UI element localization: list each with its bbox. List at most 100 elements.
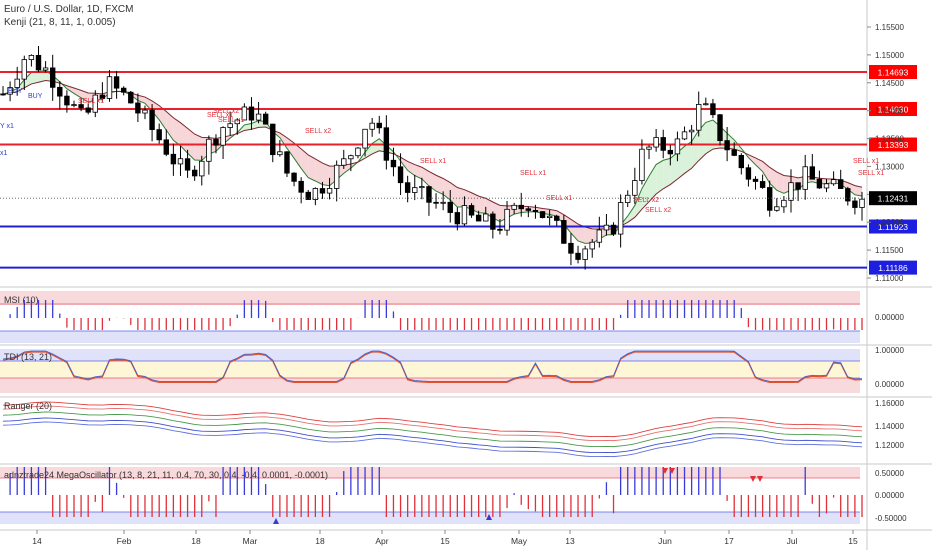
candle-body: [71, 104, 77, 106]
level-price-label: 1.11186: [878, 263, 908, 273]
signal-label: BUY: [8, 88, 23, 95]
ranger-band-line: [2, 421, 863, 458]
time-tick-label: May: [511, 536, 528, 546]
price-tick-label: 1.15500: [875, 23, 904, 32]
level-price-tag: [869, 137, 917, 152]
candle-body: [333, 164, 340, 189]
candle-body: [355, 147, 361, 157]
candle-body: [823, 183, 830, 189]
candle-body: [348, 155, 354, 160]
price-tick-label: 1.11500: [875, 246, 904, 255]
panel-tick-label: 1.14000: [875, 422, 904, 431]
msi-lower-zone: [0, 331, 860, 343]
level-price-label: 1.11923: [878, 222, 908, 232]
candle-body: [177, 158, 184, 165]
cloud-segment: [684, 141, 692, 174]
panel-tick-label: 0.00000: [875, 313, 904, 322]
signal-label: SELL x2: [213, 108, 239, 115]
candle-body: [539, 211, 546, 218]
candle-body: [774, 206, 780, 211]
candle-body: [319, 188, 326, 194]
candle-body: [433, 201, 439, 204]
candle-body: [518, 204, 524, 210]
candle-body: [639, 148, 645, 181]
candle-body: [795, 182, 801, 190]
indicator-label: Kenji (21, 8, 11, 1, 0.005): [4, 17, 116, 28]
candle-body: [106, 76, 113, 99]
candle-body: [646, 146, 652, 150]
panel-tick-label: 1.00000: [875, 346, 904, 355]
panel-tick-label: 1.16000: [875, 399, 904, 408]
candle-body: [454, 212, 461, 225]
candle-body: [816, 178, 823, 189]
time-tick-label: 15: [848, 536, 858, 546]
cloud-segment: [244, 123, 252, 131]
candle-body: [483, 213, 489, 222]
candle-body: [206, 138, 212, 162]
candle-body: [397, 166, 404, 184]
candle-body: [468, 205, 475, 216]
panel-title-tdi: TDI (13, 21): [4, 352, 52, 362]
candle-body: [532, 209, 539, 212]
cloud-segment: [663, 158, 671, 189]
candle-body: [703, 103, 709, 106]
msi-upper-zone: [0, 291, 860, 305]
candle-body: [589, 241, 595, 250]
candle-body: [113, 76, 120, 89]
candle-body: [617, 202, 624, 235]
level-price-tag: [869, 260, 917, 275]
last-price-label: 1.12431: [878, 194, 909, 204]
candle-body: [625, 194, 631, 203]
mega-up-marker: [486, 514, 492, 520]
signal-label: SELL x1: [420, 158, 446, 165]
cloud-segment: [343, 164, 351, 174]
price-tick-label: 1.13500: [875, 135, 904, 144]
cloud-segment: [641, 176, 650, 210]
candle-body: [255, 113, 262, 121]
candle-body: [248, 106, 255, 121]
cloud-segment: [173, 117, 181, 146]
candle-body: [156, 129, 162, 141]
candlesticks: [0, 46, 865, 270]
candle-body: [859, 198, 865, 208]
candle-body: [767, 187, 773, 211]
time-tick-label: 15: [440, 536, 450, 546]
time-tick-label: Apr: [375, 536, 388, 546]
cloud-segment: [81, 90, 89, 103]
tdi-lines: [2, 350, 863, 383]
time-tick-label: 18: [191, 536, 201, 546]
candle-body: [64, 95, 70, 106]
candle-body: [575, 252, 581, 260]
candle-body: [632, 180, 638, 196]
cloud-segment: [315, 158, 323, 185]
cloud-segment: [166, 111, 174, 141]
signal-label: BUY: [28, 93, 43, 100]
signal-label: SELL x1: [78, 98, 104, 105]
candle-body: [745, 167, 752, 180]
level-price-tag: [869, 101, 917, 116]
candle-body: [341, 158, 347, 166]
candle-body: [838, 179, 844, 189]
horizontal-levels[interactable]: [0, 71, 867, 269]
candle-body: [298, 180, 304, 193]
candle-body: [170, 153, 177, 165]
cloud-segment: [578, 224, 586, 244]
candle-body: [511, 204, 517, 210]
candle-body: [738, 154, 745, 169]
candle-body: [92, 94, 98, 113]
signal-label: SELL x1: [546, 195, 572, 202]
time-tick-label: Feb: [117, 536, 132, 546]
price-tick-label: 1.11000: [875, 274, 904, 283]
cloud-segment: [485, 198, 493, 218]
panel-title-ranger: Ranger (20): [4, 401, 52, 411]
cloud-segment: [414, 164, 422, 179]
candle-body: [213, 138, 219, 146]
candle-body: [546, 215, 553, 218]
panel-tick-label: 0.50000: [875, 469, 904, 478]
candle-body: [78, 104, 84, 109]
cloud-segment: [698, 122, 706, 161]
candle-body: [0, 93, 6, 96]
candle-body: [845, 188, 851, 202]
candle-body: [490, 213, 496, 230]
